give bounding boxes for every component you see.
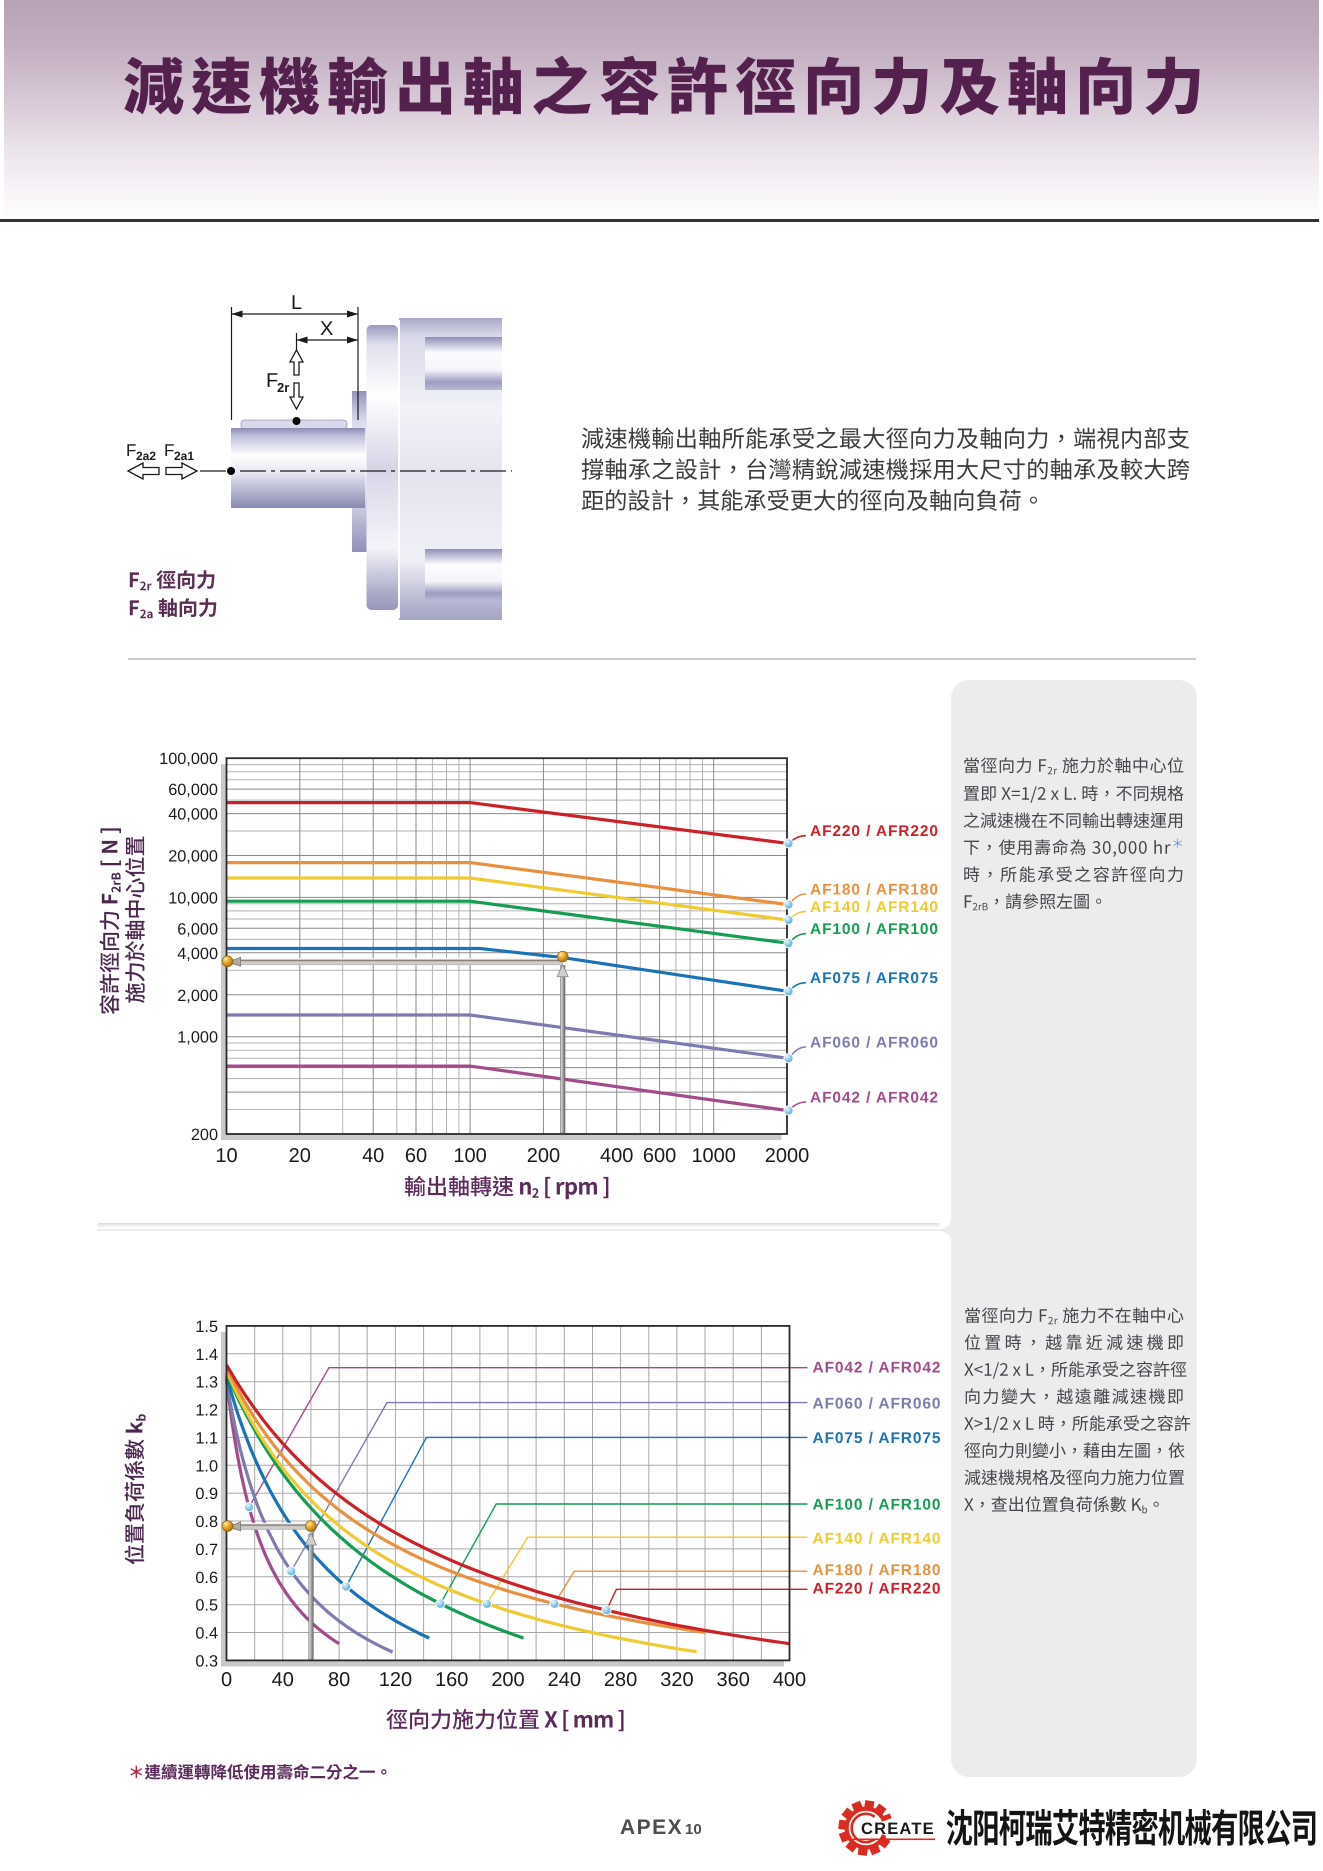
svg-text:AF100 / AFR100: AF100 / AFR100 xyxy=(813,1497,941,1514)
svg-text:AF180 / AFR180: AF180 / AFR180 xyxy=(810,882,938,899)
svg-text:AF180 / AFR180: AF180 / AFR180 xyxy=(813,1562,941,1579)
svg-text:0.5: 0.5 xyxy=(195,1597,218,1615)
svg-text:1.4: 1.4 xyxy=(195,1346,218,1364)
svg-text:320: 320 xyxy=(660,1669,693,1691)
svg-text:CREATE: CREATE xyxy=(861,1820,935,1838)
svg-text:0: 0 xyxy=(221,1669,232,1691)
svg-text:40: 40 xyxy=(362,1145,384,1167)
svg-text:AF220 / AFR220: AF220 / AFR220 xyxy=(810,823,938,840)
svg-text:600: 600 xyxy=(643,1145,676,1167)
svg-text:240: 240 xyxy=(548,1669,581,1691)
svg-text:2,000: 2,000 xyxy=(177,987,218,1005)
svg-text:1000: 1000 xyxy=(691,1145,736,1167)
svg-text:1.3: 1.3 xyxy=(195,1374,218,1392)
svg-text:AF042 / AFR042: AF042 / AFR042 xyxy=(813,1360,941,1377)
svg-text:0.6: 0.6 xyxy=(195,1569,218,1587)
svg-text:100: 100 xyxy=(453,1145,486,1167)
svg-text:400: 400 xyxy=(600,1145,633,1167)
svg-text:AF060 / AFR060: AF060 / AFR060 xyxy=(813,1396,941,1413)
svg-text:40: 40 xyxy=(272,1669,294,1691)
svg-text:AF042 / AFR042: AF042 / AFR042 xyxy=(810,1090,938,1107)
svg-text:100,000: 100,000 xyxy=(159,750,218,768)
svg-text:0.3: 0.3 xyxy=(195,1652,218,1670)
svg-text:0.7: 0.7 xyxy=(195,1541,218,1559)
svg-text:2a1: 2a1 xyxy=(174,449,194,463)
svg-text:10: 10 xyxy=(215,1145,237,1167)
svg-text:360: 360 xyxy=(717,1669,750,1691)
svg-text:10,000: 10,000 xyxy=(168,889,218,907)
svg-text:AF140 / AFR140: AF140 / AFR140 xyxy=(813,1531,941,1548)
svg-text:F: F xyxy=(126,441,136,460)
svg-text:1.2: 1.2 xyxy=(195,1402,218,1420)
svg-text:20: 20 xyxy=(289,1145,311,1167)
svg-text:40,000: 40,000 xyxy=(168,806,218,824)
svg-text:AF075 / AFR075: AF075 / AFR075 xyxy=(810,970,938,987)
svg-text:0.8: 0.8 xyxy=(195,1513,218,1531)
svg-text:200: 200 xyxy=(191,1126,218,1144)
svg-text:L: L xyxy=(291,292,302,314)
svg-text:X: X xyxy=(320,318,333,340)
svg-text:200: 200 xyxy=(527,1145,560,1167)
svg-text:1.5: 1.5 xyxy=(195,1318,218,1336)
svg-text:60,000: 60,000 xyxy=(168,781,218,799)
svg-text:2000: 2000 xyxy=(765,1145,810,1167)
svg-text:2a2: 2a2 xyxy=(136,449,156,463)
svg-text:80: 80 xyxy=(328,1669,350,1691)
svg-text:6,000: 6,000 xyxy=(177,920,218,938)
svg-text:1.0: 1.0 xyxy=(195,1457,218,1475)
svg-text:4,000: 4,000 xyxy=(177,945,218,963)
svg-text:0.9: 0.9 xyxy=(195,1485,218,1503)
svg-text:2r: 2r xyxy=(277,380,289,395)
svg-text:280: 280 xyxy=(604,1669,637,1691)
svg-text:200: 200 xyxy=(491,1669,524,1691)
svg-text:AF140 / AFR140: AF140 / AFR140 xyxy=(810,899,938,916)
svg-text:160: 160 xyxy=(435,1669,468,1691)
svg-text:AF220 / AFR220: AF220 / AFR220 xyxy=(813,1581,941,1598)
svg-text:60: 60 xyxy=(405,1145,427,1167)
svg-text:20,000: 20,000 xyxy=(168,848,218,866)
svg-text:1,000: 1,000 xyxy=(177,1029,218,1047)
svg-text:AF075 / AFR075: AF075 / AFR075 xyxy=(813,1430,941,1447)
svg-text:F: F xyxy=(164,441,174,460)
svg-text:400: 400 xyxy=(773,1669,806,1691)
svg-text:120: 120 xyxy=(379,1669,412,1691)
svg-text:0.4: 0.4 xyxy=(195,1625,218,1643)
svg-text:1.1: 1.1 xyxy=(195,1429,218,1447)
svg-text:AF100 / AFR100: AF100 / AFR100 xyxy=(810,921,938,938)
svg-text:AF060 / AFR060: AF060 / AFR060 xyxy=(810,1035,938,1052)
svg-text:F: F xyxy=(266,370,278,392)
